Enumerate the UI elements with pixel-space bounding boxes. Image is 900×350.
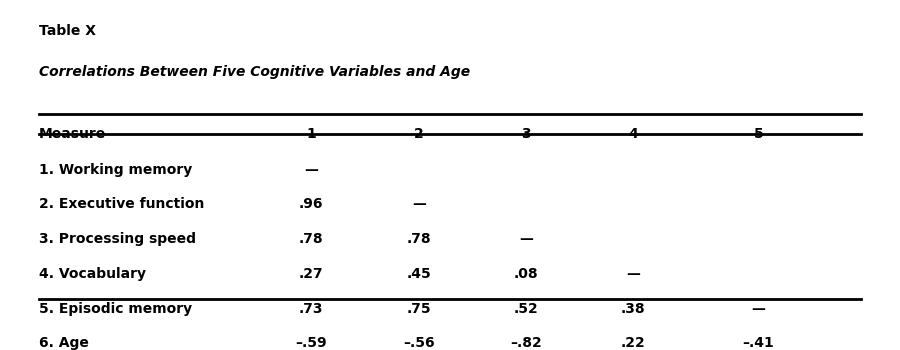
Text: .27: .27 bbox=[299, 267, 324, 281]
Text: —: — bbox=[412, 197, 426, 211]
Text: –.41: –.41 bbox=[742, 336, 775, 350]
Text: 3: 3 bbox=[521, 127, 531, 141]
Text: 2: 2 bbox=[414, 127, 424, 141]
Text: Measure: Measure bbox=[39, 127, 106, 141]
Text: .73: .73 bbox=[299, 302, 324, 316]
Text: Table X: Table X bbox=[39, 25, 95, 38]
Text: —: — bbox=[626, 267, 640, 281]
Text: 1. Working memory: 1. Working memory bbox=[39, 162, 192, 176]
Text: –.59: –.59 bbox=[295, 336, 328, 350]
Text: .22: .22 bbox=[621, 336, 645, 350]
Text: .75: .75 bbox=[407, 302, 431, 316]
Text: 5. Episodic memory: 5. Episodic memory bbox=[39, 302, 192, 316]
Text: 5: 5 bbox=[753, 127, 763, 141]
Text: 1: 1 bbox=[307, 127, 316, 141]
Text: 2. Executive function: 2. Executive function bbox=[39, 197, 204, 211]
Text: .96: .96 bbox=[299, 197, 324, 211]
Text: —: — bbox=[752, 302, 766, 316]
Text: .52: .52 bbox=[514, 302, 538, 316]
Text: 4: 4 bbox=[628, 127, 638, 141]
Text: 3. Processing speed: 3. Processing speed bbox=[39, 232, 195, 246]
Text: Correlations Between Five Cognitive Variables and Age: Correlations Between Five Cognitive Vari… bbox=[39, 65, 470, 79]
Text: 6. Age: 6. Age bbox=[39, 336, 88, 350]
Text: –.82: –.82 bbox=[510, 336, 542, 350]
Text: –.56: –.56 bbox=[403, 336, 435, 350]
Text: .08: .08 bbox=[514, 267, 538, 281]
Text: 4. Vocabulary: 4. Vocabulary bbox=[39, 267, 146, 281]
Text: .45: .45 bbox=[406, 267, 431, 281]
Text: .38: .38 bbox=[621, 302, 645, 316]
Text: —: — bbox=[304, 162, 319, 176]
Text: —: — bbox=[519, 232, 533, 246]
Text: .78: .78 bbox=[299, 232, 324, 246]
Text: .78: .78 bbox=[407, 232, 431, 246]
